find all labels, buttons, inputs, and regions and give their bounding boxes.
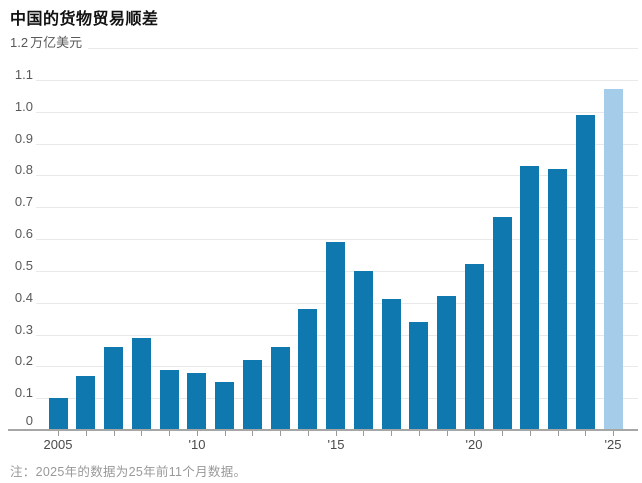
x-axis-tick bbox=[86, 431, 87, 436]
y-axis-tick-label: 0 bbox=[25, 413, 33, 428]
x-axis-tick bbox=[336, 431, 337, 436]
gridline bbox=[36, 239, 638, 240]
bar-2005 bbox=[49, 398, 68, 429]
bar-2012 bbox=[243, 360, 262, 429]
bar-2009 bbox=[160, 370, 179, 429]
bar-2010 bbox=[187, 373, 206, 429]
gridline bbox=[36, 175, 638, 176]
x-axis-line bbox=[8, 429, 638, 431]
bar-2023 bbox=[548, 169, 567, 429]
y-axis-tick-label: 1.1 bbox=[14, 67, 33, 82]
y-axis-top-label: 1.2 万亿美元 bbox=[10, 35, 82, 50]
chart-title: 中国的货物贸易顺差 bbox=[10, 11, 159, 28]
bar-2019 bbox=[437, 296, 456, 429]
gridline bbox=[36, 80, 638, 81]
gridline bbox=[36, 112, 638, 113]
x-axis-tick bbox=[141, 431, 142, 436]
x-axis-tick bbox=[613, 431, 614, 436]
y-axis-tick-label: 0.6 bbox=[14, 226, 33, 241]
bar-2017 bbox=[382, 299, 401, 429]
chart-note: 注：2025年的数据为25年前11个月数据。 bbox=[10, 465, 247, 479]
x-axis-tick bbox=[58, 431, 59, 436]
y-axis-tick-label: 0.9 bbox=[14, 131, 33, 146]
y-axis-tick-label: 0.5 bbox=[14, 258, 33, 273]
x-axis-tick bbox=[225, 431, 226, 436]
gridline bbox=[36, 207, 638, 208]
bar-2014 bbox=[298, 309, 317, 429]
bar-2018 bbox=[409, 322, 428, 429]
bar-2015 bbox=[326, 242, 345, 429]
x-axis-tick bbox=[502, 431, 503, 436]
x-axis-tick-label: '25 bbox=[604, 437, 622, 452]
y-axis-unit-label: 万亿美元 bbox=[30, 35, 83, 50]
x-axis-tick bbox=[308, 431, 309, 436]
y-axis-tick-label: 0.1 bbox=[14, 385, 33, 400]
x-axis-tick bbox=[419, 431, 420, 436]
bar-2011 bbox=[215, 382, 234, 429]
bar-2021 bbox=[493, 217, 512, 429]
y-axis-tick-label: 0.7 bbox=[14, 194, 33, 209]
bar-2006 bbox=[76, 376, 95, 429]
x-axis-tick bbox=[474, 431, 475, 436]
x-axis-tick bbox=[558, 431, 559, 436]
bar-2020 bbox=[465, 264, 484, 429]
x-axis-tick bbox=[114, 431, 115, 436]
bar-2016 bbox=[354, 271, 373, 429]
y-axis-tick-label: 0.4 bbox=[14, 290, 33, 305]
x-axis-tick-label: '15 bbox=[327, 437, 345, 452]
bar-2024 bbox=[576, 115, 595, 429]
x-axis-tick bbox=[363, 431, 364, 436]
x-axis-tick bbox=[280, 431, 281, 436]
gridline bbox=[36, 144, 638, 145]
x-axis-tick bbox=[447, 431, 448, 436]
x-axis-tick-label: '10 bbox=[188, 437, 206, 452]
bar-2008 bbox=[132, 338, 151, 429]
bar-2007 bbox=[104, 347, 123, 429]
y-axis-tick-label: 1.0 bbox=[14, 99, 33, 114]
x-axis-tick-label: '20 bbox=[465, 437, 483, 452]
x-axis-tick bbox=[530, 431, 531, 436]
x-axis-tick bbox=[391, 431, 392, 436]
x-axis-tick bbox=[252, 431, 253, 436]
gridline bbox=[88, 48, 638, 49]
x-axis-tick bbox=[197, 431, 198, 436]
bar-2013 bbox=[271, 347, 290, 429]
bar-2025 bbox=[604, 89, 623, 429]
x-axis-tick bbox=[169, 431, 170, 436]
bar-2022 bbox=[520, 166, 539, 429]
y-axis-tick-label: 1.2 bbox=[10, 35, 29, 50]
x-axis-tick-label: 2005 bbox=[43, 437, 73, 452]
y-axis-tick-label: 0.3 bbox=[14, 322, 33, 337]
y-axis-tick-label: 0.8 bbox=[14, 162, 33, 177]
y-axis-tick-label: 0.2 bbox=[14, 353, 33, 368]
x-axis-tick bbox=[585, 431, 586, 436]
